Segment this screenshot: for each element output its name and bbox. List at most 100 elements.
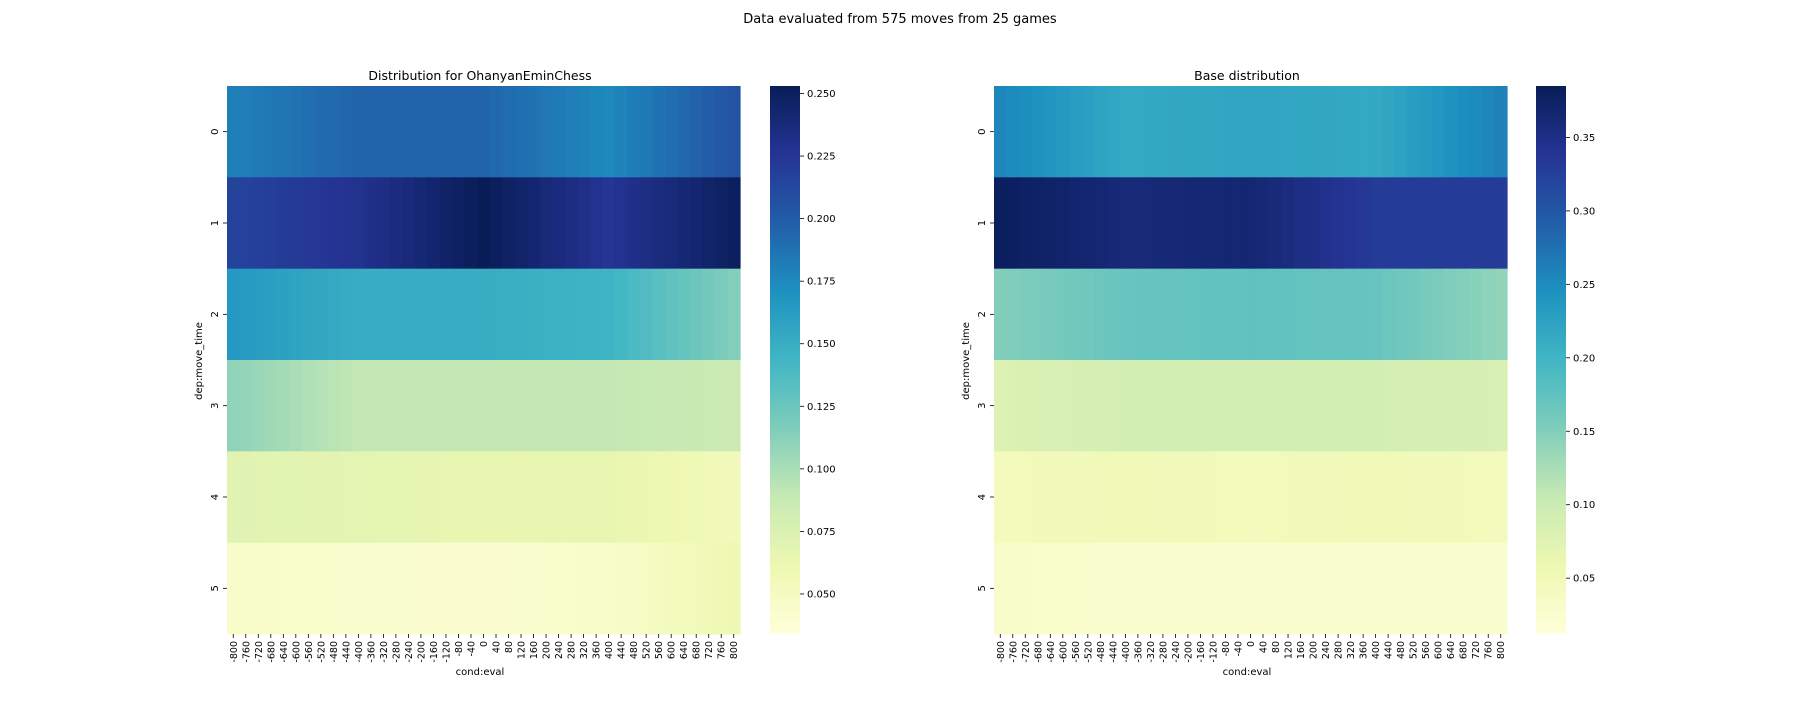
heatmap-cell (414, 542, 428, 635)
heatmap-cell (1031, 86, 1045, 178)
x-tick-label: 560 (1421, 641, 1432, 659)
heatmap-cell (527, 177, 541, 270)
x-tick-label: -560 (1071, 641, 1082, 663)
heatmap-cell (264, 177, 278, 270)
heatmap-cell (589, 86, 603, 178)
heatmap-cell (1381, 177, 1395, 270)
heatmap-cell (514, 86, 528, 178)
heatmap-cell (1006, 268, 1020, 361)
colorbar-tick-label: 0.150 (807, 339, 836, 350)
x-tick-label: -640 (279, 641, 290, 663)
heatmap-cell (1244, 360, 1258, 452)
heatmap-cell (1256, 268, 1270, 361)
y-tick-label: 3 (977, 402, 988, 408)
heatmap-cell (502, 86, 516, 178)
heatmap-cell (552, 177, 566, 270)
heatmap-cell (1481, 451, 1496, 544)
chart-title: Distribution for OhanyanEminChess (368, 68, 591, 83)
heatmap-cell (1231, 360, 1245, 452)
x-tick-label: -160 (429, 641, 440, 663)
heatmap-cell (1419, 86, 1433, 178)
heatmap-cell (994, 451, 1008, 544)
heatmap-cell (1156, 177, 1170, 270)
heatmap-cell (677, 177, 691, 270)
x-tick-label: 720 (704, 641, 715, 659)
heatmap-cell (1281, 177, 1295, 270)
heatmap-cell (1331, 86, 1345, 178)
heatmap-cell (427, 86, 441, 178)
x-tick-label: -720 (254, 641, 265, 663)
heatmap-cell (364, 451, 378, 544)
heatmap-cell (1456, 86, 1471, 178)
heatmap-cell (439, 268, 453, 361)
heatmap-cell (1469, 542, 1483, 635)
heatmap-cell (477, 360, 491, 452)
heatmap-cell (327, 360, 341, 452)
heatmap-cell (1344, 86, 1358, 178)
x-tick-label: 0 (479, 641, 490, 647)
heatmap-cell (1119, 360, 1133, 452)
y-axis: 0 1 2 3 4 5 (977, 128, 994, 592)
heatmap-cell (1281, 451, 1295, 544)
heatmap-cell (1419, 360, 1433, 452)
heatmap-cell (1231, 451, 1245, 544)
heatmap-cell (1319, 177, 1333, 270)
heatmap-cell (464, 268, 478, 361)
heatmap-cell (352, 542, 366, 635)
x-tick-label: 200 (542, 641, 553, 659)
heatmap-cell (1194, 451, 1208, 544)
x-tick-label: -80 (1221, 641, 1232, 657)
y-tick-label: 0 (210, 128, 221, 134)
heatmap-cell (1169, 86, 1183, 178)
y-axis: 0 1 2 3 4 5 (210, 128, 227, 592)
heatmap-cell (239, 86, 253, 178)
heatmap-cell (389, 268, 403, 361)
heatmap-cell (639, 177, 654, 270)
heatmap-cell (994, 268, 1008, 361)
heatmap-cell (627, 451, 641, 544)
heatmap-cell (377, 451, 391, 544)
heatmap-cell (1256, 451, 1270, 544)
heatmap-cell (314, 360, 328, 452)
heatmap-cell (1256, 542, 1270, 635)
heatmap-cell (364, 360, 378, 452)
heatmap-cell (252, 177, 266, 270)
heatmap-cell (652, 360, 666, 452)
heatmap-cell (727, 268, 741, 361)
heatmap-cell (1281, 86, 1295, 178)
heatmap-cell (1256, 177, 1270, 270)
heatmap-cell (1144, 542, 1158, 635)
heatmap-cell (539, 542, 553, 635)
heatmap-cell (1044, 177, 1058, 270)
heatmap-cell (1106, 177, 1120, 270)
x-tick-label: -640 (1046, 641, 1057, 663)
heatmap-cell (714, 177, 729, 270)
heatmap-cell (1294, 86, 1308, 178)
heatmap-cell (414, 177, 428, 270)
heatmap-cell (1106, 268, 1120, 361)
heatmap-cell (689, 86, 704, 178)
heatmap-cell (227, 542, 241, 635)
x-tick-label: -120 (1208, 641, 1219, 663)
heatmap-cell (527, 268, 541, 361)
heatmap-cell (1356, 360, 1370, 452)
heatmap-cell (1244, 177, 1258, 270)
heatmap-cell (1481, 268, 1496, 361)
heatmap-cell (452, 451, 466, 544)
heatmap-cell (1469, 86, 1483, 178)
heatmap-cell (664, 177, 679, 270)
heatmap-cell (664, 360, 679, 452)
y-tick-label: 0 (977, 128, 988, 134)
heatmap-cell (527, 86, 541, 178)
heatmap-cell (1244, 542, 1258, 635)
x-tick-label: 240 (554, 641, 565, 659)
heatmap-cell (639, 268, 654, 361)
x-tick-label: 520 (1409, 641, 1420, 659)
heatmap-cell (1044, 451, 1058, 544)
x-tick-label: 680 (1459, 641, 1470, 659)
x-tick-label: 80 (504, 641, 515, 653)
heatmap-cell (289, 360, 303, 452)
heatmap-cell (1481, 542, 1496, 635)
heatmap-cell (1281, 268, 1295, 361)
heatmap-cell (514, 542, 528, 635)
